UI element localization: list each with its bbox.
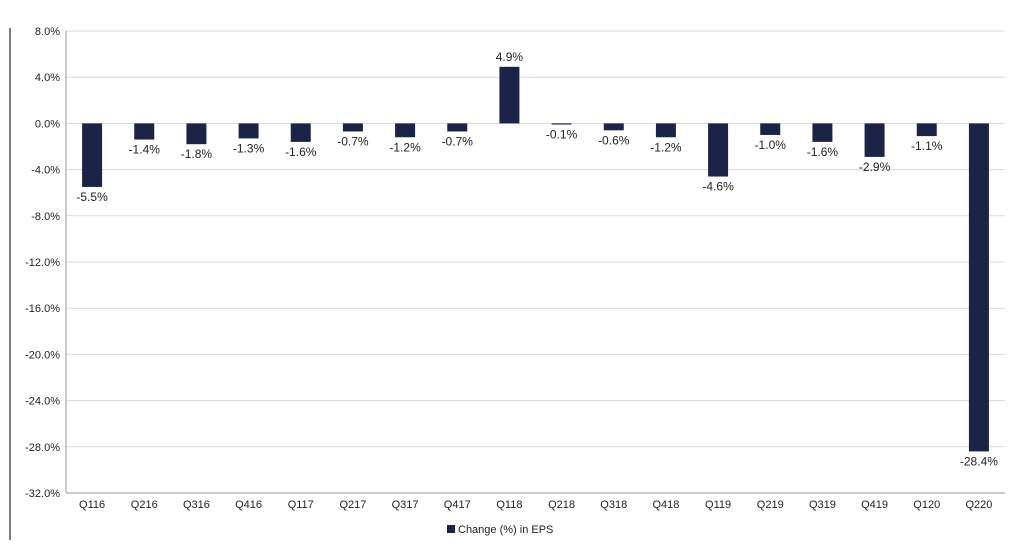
x-tick-label: Q120 (913, 499, 940, 511)
y-tick-label: -32.0% (25, 488, 60, 500)
x-tick-label: Q218 (548, 499, 575, 511)
x-axis-ticks: Q116 Q216 Q316 Q416 Q117 Q217 Q317 Q417 Q118 Q218… (79, 499, 992, 511)
data-label: -1.1% (911, 139, 943, 153)
bar (290, 123, 311, 142)
x-tick-label: Q419 (861, 499, 888, 511)
x-tick-label: Q119 (705, 499, 731, 511)
data-label: -1.3% (233, 141, 265, 155)
data-label: -1.2% (650, 140, 682, 154)
bar (968, 123, 989, 452)
data-label: -0.1% (546, 128, 578, 142)
bar (395, 123, 416, 138)
x-tick-label: Q217 (339, 499, 366, 511)
x-tick-label: Q118 (496, 499, 522, 511)
legend: Change (%) in EPS (447, 524, 553, 536)
x-tick-label: Q316 (183, 499, 210, 511)
gridlines (65, 30, 1005, 494)
data-label: -1.2% (389, 140, 421, 154)
legend-swatch (447, 525, 455, 533)
x-tick-label: Q116 (79, 499, 105, 511)
bar (342, 123, 363, 132)
y-tick-label: 0.0% (35, 118, 60, 130)
bar (760, 123, 781, 135)
y-tick-label: -4.0% (31, 165, 60, 177)
x-tick-label: Q117 (288, 499, 314, 511)
data-label: -5.5% (76, 190, 108, 204)
bar (603, 123, 624, 131)
data-label: -4.6% (702, 180, 734, 194)
bar (238, 123, 259, 139)
x-tick-label: Q219 (757, 499, 784, 511)
x-tick-label: Q317 (392, 499, 419, 511)
legend-label: Change (%) in EPS (458, 524, 553, 536)
data-label: -28.4% (960, 454, 998, 468)
bar (551, 123, 572, 125)
bar (812, 123, 833, 142)
y-tick-label: -24.0% (25, 396, 60, 408)
bar (864, 123, 885, 157)
data-label: 4.9% (496, 50, 524, 64)
x-tick-label: Q416 (235, 499, 262, 511)
x-tick-label: Q318 (600, 499, 627, 511)
bar (499, 66, 520, 124)
bar (708, 123, 729, 177)
bar (186, 123, 207, 145)
data-label: -1.4% (129, 143, 161, 157)
data-label: -0.7% (442, 134, 474, 148)
y-tick-label: -28.0% (25, 442, 60, 454)
data-label: -0.6% (598, 133, 630, 147)
y-tick-label: -20.0% (25, 349, 60, 361)
bar (655, 123, 676, 138)
data-label: -1.6% (285, 145, 317, 159)
bar (82, 123, 103, 187)
x-tick-label: Q216 (131, 499, 158, 511)
bar (134, 123, 155, 140)
y-tick-label: 4.0% (35, 72, 60, 84)
data-label: -1.6% (807, 145, 839, 159)
y-tick-label: -12.0% (25, 257, 60, 269)
data-label: -1.8% (181, 147, 213, 161)
data-label: -2.9% (859, 160, 891, 174)
y-tick-label: -8.0% (31, 211, 60, 223)
bar (916, 123, 937, 137)
data-label: -0.7% (337, 134, 369, 148)
x-tick-label: Q418 (652, 499, 679, 511)
x-tick-label: Q417 (444, 499, 471, 511)
bar (447, 123, 468, 132)
data-label: -1.0% (755, 138, 787, 152)
bars (82, 66, 989, 452)
x-tick-label: Q319 (809, 499, 836, 511)
y-axis-ticks: 8.0% 4.0% 0.0% -4.0% -8.0% -12.0% -16.0% -20.0%… (25, 26, 60, 500)
y-tick-label: -16.0% (25, 303, 60, 315)
data-labels: -5.5% -1.4% -1.8% -1.3% -1.6% -0.7% -1.2% -0.7%… (76, 50, 998, 469)
y-tick-label: 8.0% (35, 26, 60, 38)
x-tick-label: Q220 (965, 499, 992, 511)
